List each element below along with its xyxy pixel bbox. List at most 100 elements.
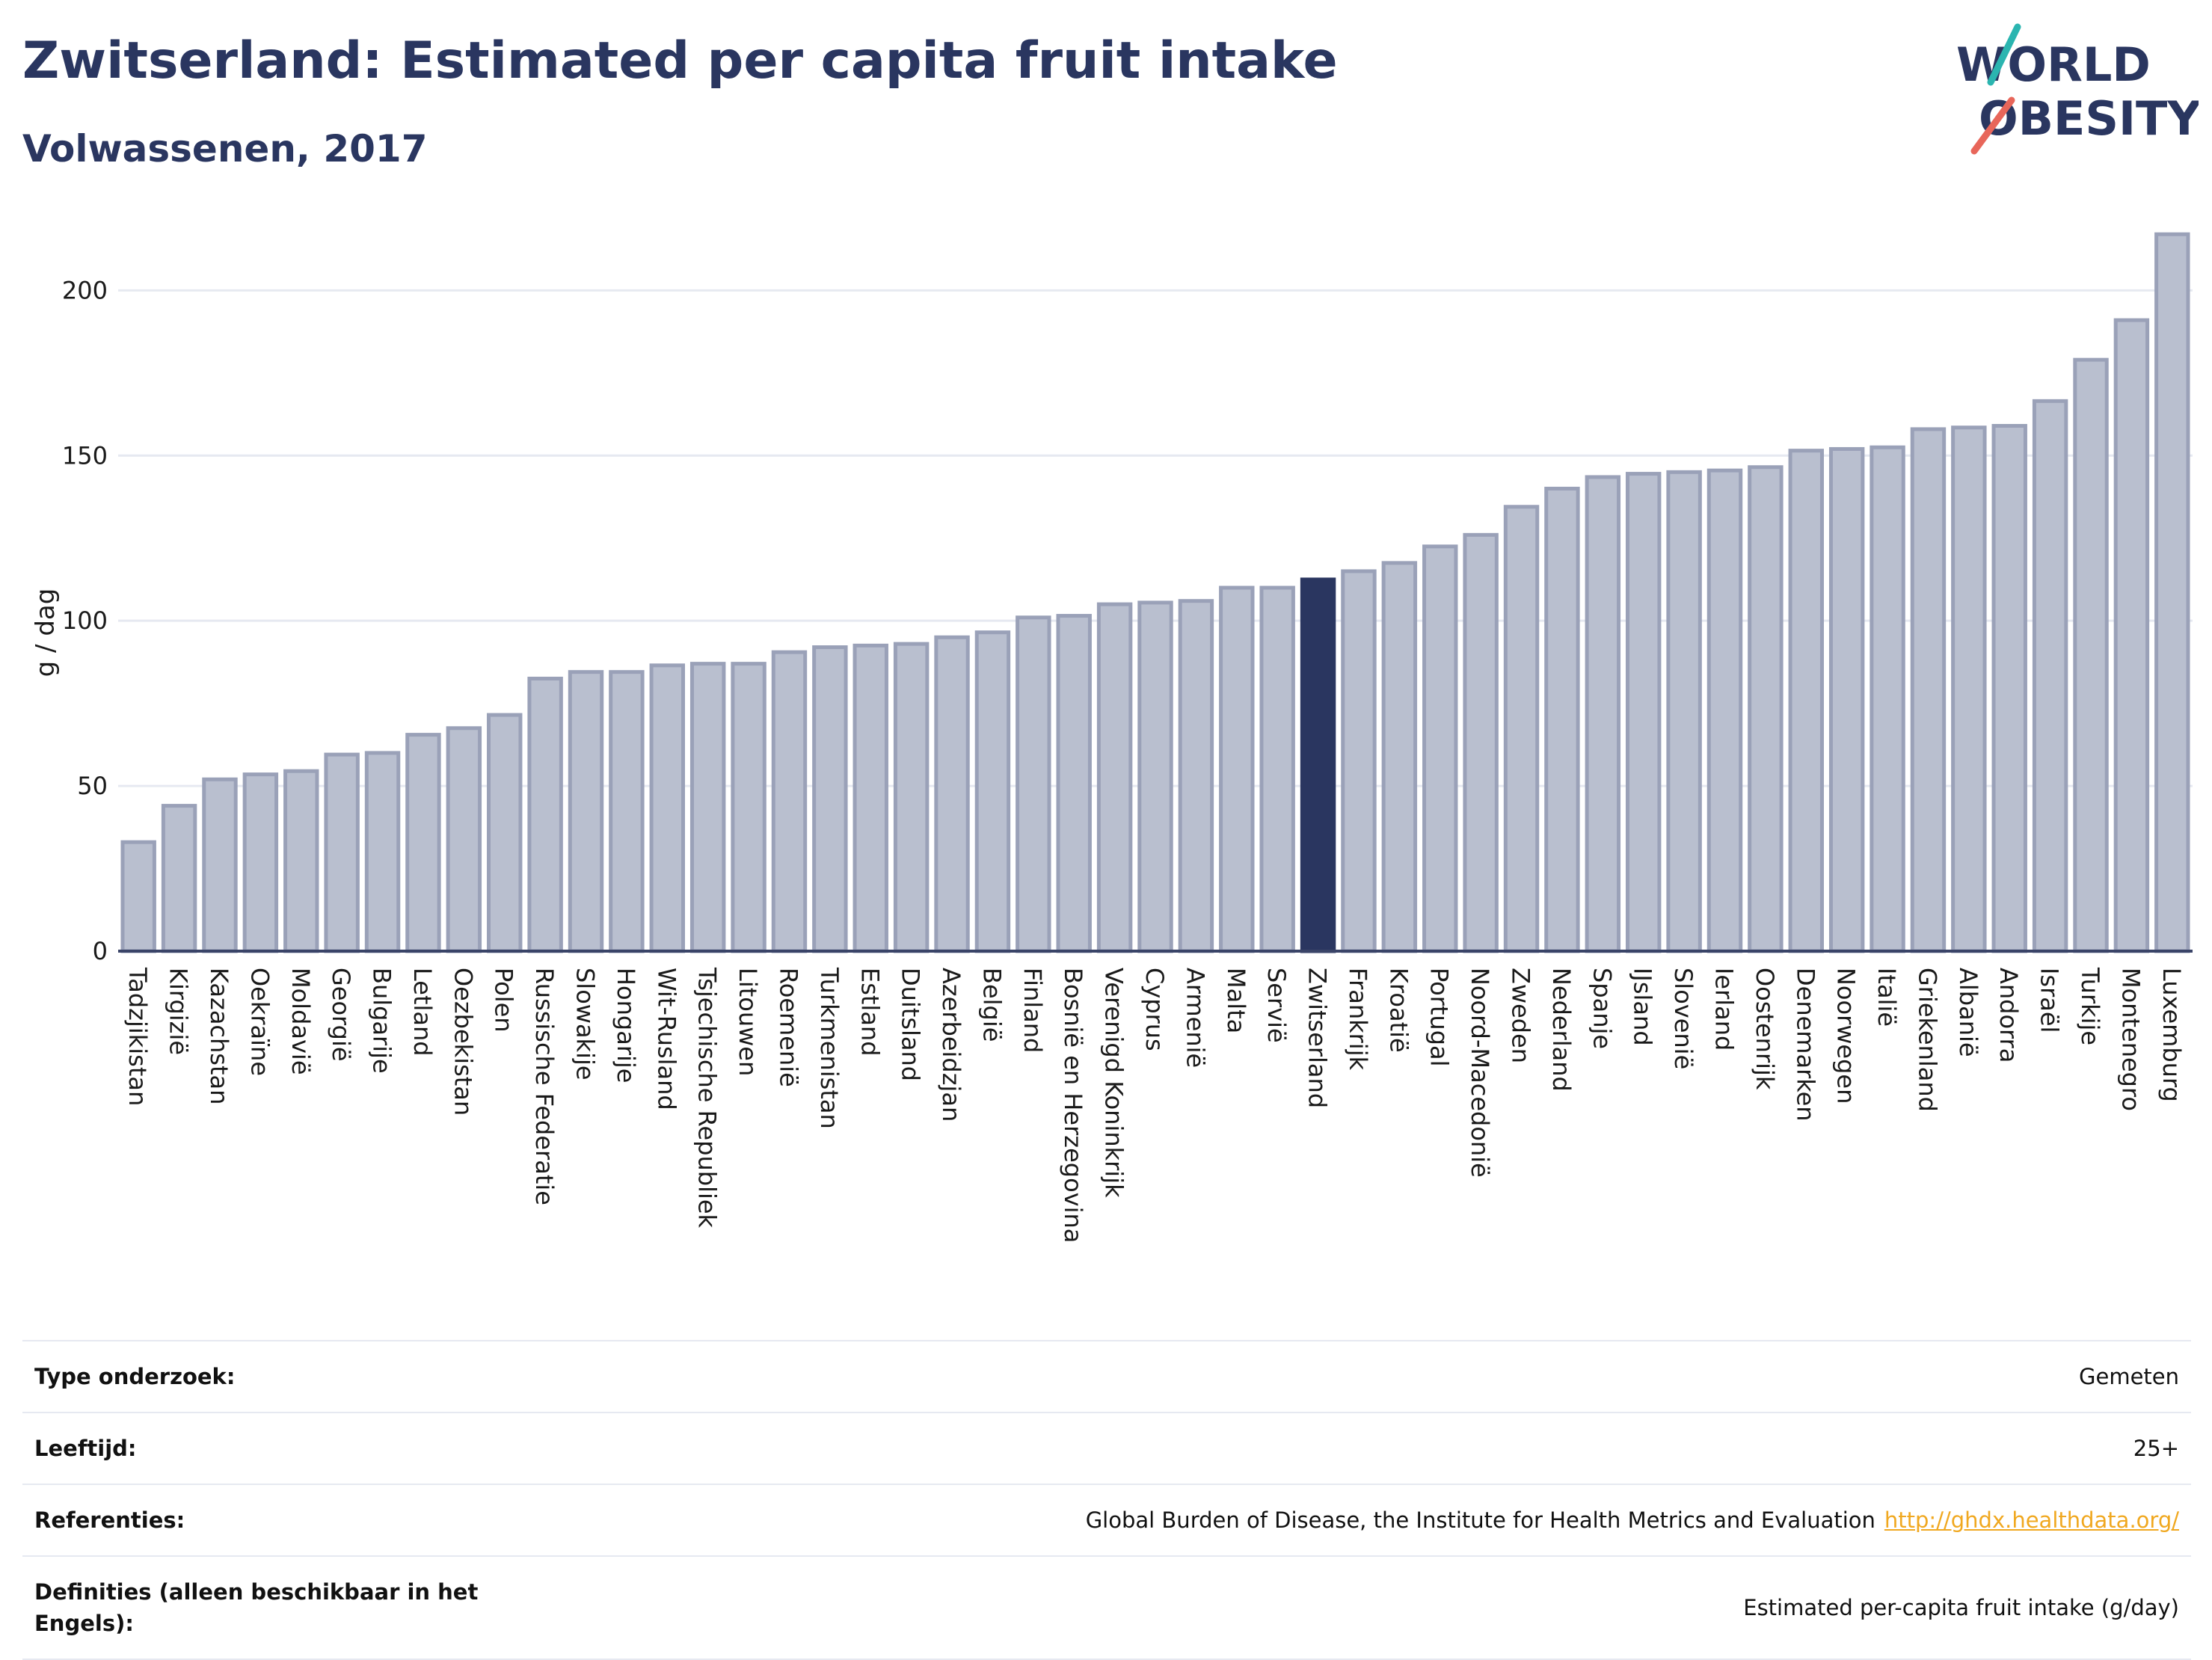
bar [934, 635, 970, 953]
x-tick-label: Portugal [1425, 968, 1454, 1067]
bar [2154, 232, 2190, 953]
x-tick-label: Verenigd Koninkrijk [1100, 968, 1128, 1198]
bar [1991, 424, 2027, 953]
x-tick-label: Slowakije [571, 968, 600, 1080]
bar [1625, 472, 1662, 953]
x-tick-label: Polen [490, 968, 518, 1033]
bar [689, 662, 726, 953]
x-tick-label: Servië [1262, 968, 1291, 1043]
bar [1870, 445, 1905, 953]
info-label: Definities (alleen beschikbaar in het En… [34, 1579, 479, 1636]
x-tick-label: Estland [855, 968, 884, 1057]
y-tick-label: 50 [77, 772, 108, 800]
bar [812, 645, 848, 953]
bar [324, 752, 360, 953]
info-row: Referenties: Global Burden of Disease, th… [22, 1484, 2191, 1556]
x-tick-label: Litouwen [734, 968, 762, 1076]
x-tick-label: Israël [2036, 968, 2064, 1033]
bar [1016, 615, 1051, 953]
bar [1463, 532, 1499, 953]
x-tick-label: Frankrijk [1344, 968, 1372, 1071]
info-value-text: Estimated per-capita fruit intake (g/day… [1743, 1595, 2179, 1620]
bar [974, 630, 1011, 953]
x-tick-label: Spanje [1588, 968, 1616, 1049]
bar [1178, 599, 1214, 953]
x-tick-label: Armenië [1181, 968, 1209, 1068]
x-tick-label: Slovenië [1669, 968, 1698, 1069]
x-tick-label: Turkmenistan [815, 967, 844, 1129]
info-value: Gemeten [525, 1341, 2191, 1412]
reference-link[interactable]: http://ghdx.healthdata.org/ [1884, 1507, 2179, 1533]
bar [120, 840, 156, 953]
bar [487, 713, 523, 953]
x-tick-label: Denemarken [1791, 968, 1819, 1122]
x-tick-label: Noord-Macedonië [1466, 968, 1494, 1178]
x-tick-label: België [977, 968, 1006, 1042]
bar-highlight [1300, 577, 1336, 953]
x-tick-label: Zweden [1507, 968, 1535, 1063]
x-tick-label: Georgië [327, 968, 355, 1062]
bar [1259, 585, 1295, 953]
info-label: Referenties: [34, 1507, 185, 1533]
bar [405, 733, 441, 953]
x-tick-label: Kirgizië [165, 968, 193, 1055]
bar [649, 663, 686, 953]
bar [1706, 468, 1743, 953]
x-tick-label: Malta [1222, 968, 1250, 1033]
bar [1422, 544, 1458, 953]
y-axis-title: g / dag [31, 588, 61, 677]
x-tick-labels: Tadzjikistan Kirgizië Kazachstan Oekraïne Mo… [123, 967, 2186, 1243]
bar [1056, 614, 1092, 953]
x-tick-label: Hongarije [612, 968, 640, 1083]
x-tick-label: Tsjechische Republiek [693, 967, 722, 1229]
bar [202, 777, 238, 953]
bar [1544, 486, 1580, 953]
y-tick-label: 200 [62, 276, 108, 304]
bar [364, 751, 401, 953]
bars [120, 232, 2190, 953]
x-tick-label: IJsland [1629, 968, 1657, 1046]
x-tick-label: Montenegro [2116, 968, 2145, 1111]
chart-subtitle: Volwassenen, 2017 [22, 127, 428, 170]
bar [2113, 318, 2150, 953]
x-tick-label: Roemenië [774, 968, 802, 1087]
bar [771, 650, 808, 953]
x-tick-label: Bosnië en Herzegovina [1059, 968, 1087, 1243]
x-tick-label: Finland [1019, 968, 1047, 1053]
bar [731, 662, 766, 953]
info-row: Definities (alleen beschikbaar in het En… [22, 1556, 2191, 1659]
info-value-text: Gemeten [2079, 1364, 2179, 1389]
x-tick-label: Zwitserland [1303, 968, 1332, 1108]
x-tick-label: Letland [408, 968, 437, 1057]
info-table: Type onderzoek: Gemeten Leeftijd: 25+ Refere… [22, 1340, 2191, 1660]
x-tick-label: Duitsland [897, 968, 925, 1081]
chart-title: Zwitserland: Estimated per capita fruit … [22, 31, 1338, 90]
info-value-text: Global Burden of Disease, the Institute … [1085, 1507, 1875, 1533]
x-tick-label: Turkije [2076, 967, 2104, 1045]
bar [1381, 561, 1418, 953]
bar [1666, 470, 1702, 953]
x-tick-label: Bulgarije [368, 968, 396, 1074]
x-tick-label: Russische Federatie [530, 968, 559, 1205]
x-tick-label: Oezbekistan [449, 968, 477, 1116]
info-value: 25+ [525, 1412, 2191, 1484]
x-tick-label: Oekraïne [245, 968, 274, 1076]
bar [568, 670, 604, 953]
bar [161, 804, 197, 953]
y-tick-labels: 0 50 100 150 200 [62, 276, 108, 965]
logo-teal-stroke [1987, 23, 2021, 86]
x-tick-label: Wit-Rusland [652, 968, 681, 1110]
info-row: Type onderzoek: Gemeten [22, 1341, 2191, 1412]
x-tick-label: Ierland [1709, 968, 1738, 1051]
bar [1910, 427, 1947, 953]
x-tick-label: Tadzjikistan [123, 967, 152, 1106]
info-value: Global Burden of Disease, the Institute … [525, 1484, 2191, 1556]
x-tick-label: Moldavië [286, 968, 315, 1075]
info-value-text: 25+ [2133, 1436, 2179, 1461]
x-tick-label: Kazachstan [205, 968, 233, 1104]
x-tick-label: Italië [1872, 968, 1901, 1027]
x-tick-label: Albanië [1954, 968, 1982, 1057]
bar [242, 772, 279, 953]
logo-line2: OBESITY [1979, 91, 2199, 146]
x-tick-label: Kroatië [1384, 968, 1413, 1053]
